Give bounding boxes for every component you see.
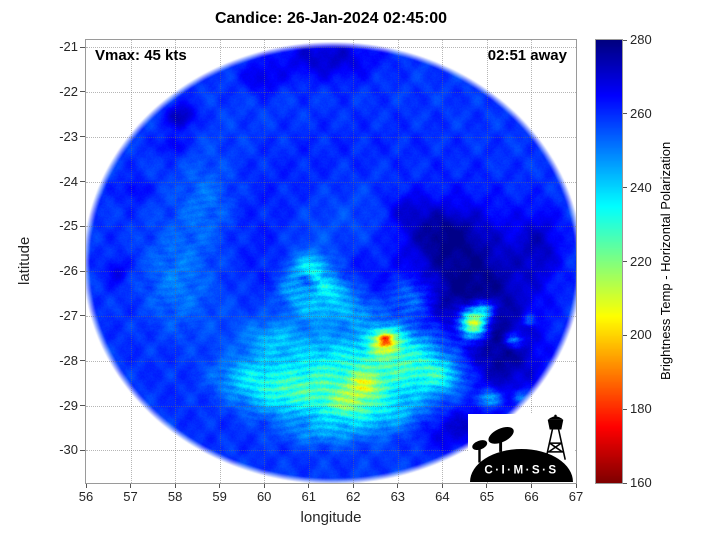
- grid-line-vertical: [308, 40, 310, 483]
- grid-line-vertical: [397, 40, 399, 483]
- grid-line-horizontal: [86, 181, 576, 183]
- x-tick-mark: [263, 484, 265, 488]
- water-tower-tank: [547, 419, 564, 430]
- grid-line-vertical: [264, 40, 266, 483]
- cimss-logo-text: C·I·M·S·S: [484, 463, 558, 476]
- x-tick-mark: [352, 484, 354, 488]
- colorbar-tick-label: 260: [630, 105, 652, 121]
- grid-line-horizontal: [86, 450, 576, 452]
- x-tick-label: 56: [78, 489, 94, 504]
- observatory-dome: [470, 448, 573, 482]
- cimss-logo: C·I·M·S·S: [468, 414, 575, 482]
- grid-line-vertical: [442, 40, 444, 483]
- y-axis-label: latitude: [16, 236, 33, 285]
- y-tick-label: -26: [59, 263, 78, 279]
- x-tick-label: 66: [524, 489, 539, 504]
- x-tick-mark: [174, 484, 176, 488]
- x-tick-mark: [486, 484, 488, 488]
- colorbar-gradient: [596, 40, 622, 483]
- grid-line-vertical: [353, 40, 355, 483]
- x-tick-label: 65: [479, 489, 495, 504]
- y-tick-label: -28: [59, 352, 78, 368]
- y-tick-label: -24: [59, 173, 78, 189]
- x-tick-label: 63: [390, 489, 406, 504]
- y-tick-mark: [80, 136, 85, 138]
- x-tick-mark: [219, 484, 221, 488]
- grid-line-horizontal: [86, 226, 576, 228]
- y-tick-label: -27: [59, 307, 78, 323]
- grid-line-horizontal: [86, 271, 576, 273]
- grid-line-vertical: [175, 40, 177, 483]
- y-tick-mark: [80, 181, 85, 183]
- y-tick-mark: [80, 46, 85, 48]
- grid-line-horizontal: [86, 91, 576, 93]
- colorbar-tick-mark: [623, 482, 627, 484]
- colorbar-tick-mark: [623, 39, 627, 41]
- colorbar-tick-mark: [623, 334, 627, 336]
- x-tick-mark: [308, 484, 310, 488]
- colorbar-tick-label: 220: [630, 253, 652, 269]
- colorbar-tick-label: 160: [630, 475, 652, 490]
- colorbar-tick-mark: [623, 261, 627, 262]
- grid-line-horizontal: [86, 360, 576, 362]
- satellite-dish-icon: [488, 426, 514, 452]
- y-tick-label: -30: [59, 442, 78, 458]
- brightness-temp-heatmap: [86, 40, 576, 483]
- colorbar-tick-mark: [623, 113, 627, 115]
- grid-line-vertical: [219, 40, 221, 483]
- y-tick-mark: [80, 91, 85, 93]
- y-tick-mark: [80, 449, 85, 451]
- colorbar-tick-label: 200: [630, 327, 652, 343]
- x-tick-mark: [397, 484, 399, 488]
- x-tick-mark: [85, 484, 87, 488]
- plot-area: Vmax: 45 kts 02:51 away: [85, 39, 577, 484]
- x-tick-mark: [130, 484, 132, 488]
- colorbar-tick-mark: [623, 187, 627, 189]
- y-tick-mark: [80, 225, 85, 227]
- grid-line-horizontal: [86, 315, 576, 317]
- grid-line-horizontal: [86, 405, 576, 407]
- colorbar-tick-mark: [623, 408, 627, 410]
- water-tower-cap: [547, 416, 564, 420]
- colorbar-tick-label: 240: [630, 179, 652, 195]
- y-tick-label: -21: [59, 39, 78, 55]
- x-tick-mark: [530, 484, 532, 488]
- x-tick-label: 57: [123, 489, 138, 504]
- y-tick-label: -25: [59, 218, 78, 234]
- x-tick-label: 64: [435, 489, 450, 504]
- x-tick-label: 59: [212, 489, 227, 504]
- y-tick-mark: [80, 405, 85, 406]
- colorbar-label: Brightness Temp - Horizontal Polarizatio…: [658, 141, 673, 380]
- grid-line-vertical: [130, 40, 132, 483]
- x-tick-label: 58: [167, 489, 183, 504]
- x-tick-label: 60: [256, 489, 272, 504]
- chart-title: Candice: 26-Jan-2024 02:45:00: [214, 10, 448, 27]
- y-tick-mark: [80, 270, 85, 272]
- y-tick-mark: [80, 315, 85, 317]
- grid-line-horizontal: [86, 47, 576, 49]
- vmax-label: Vmax: 45 kts: [95, 47, 187, 64]
- y-tick-label: -22: [59, 83, 78, 99]
- small-dish-icon: [472, 440, 488, 463]
- colorbar: [595, 39, 623, 484]
- grid-line-vertical: [486, 40, 488, 483]
- obs-countdown-label: 02:51 away: [487, 47, 567, 64]
- grid-line-horizontal: [86, 136, 576, 138]
- cimss-logo-graphic: C·I·M·S·S: [470, 414, 573, 482]
- water-tower-antenna: [554, 414, 557, 418]
- colorbar-tick-label: 180: [630, 401, 652, 417]
- x-tick-mark: [575, 484, 577, 488]
- colorbar-tick-label: 280: [630, 32, 652, 47]
- y-tick-mark: [80, 360, 85, 362]
- grid-line-vertical: [531, 40, 533, 483]
- x-tick-label: 67: [568, 489, 584, 504]
- y-tick-label: -23: [59, 128, 78, 144]
- x-axis-label: longitude: [300, 509, 362, 526]
- x-tick-label: 61: [301, 489, 316, 504]
- y-tick-label: -29: [59, 397, 78, 413]
- x-tick-label: 62: [346, 489, 361, 504]
- x-tick-mark: [441, 484, 443, 488]
